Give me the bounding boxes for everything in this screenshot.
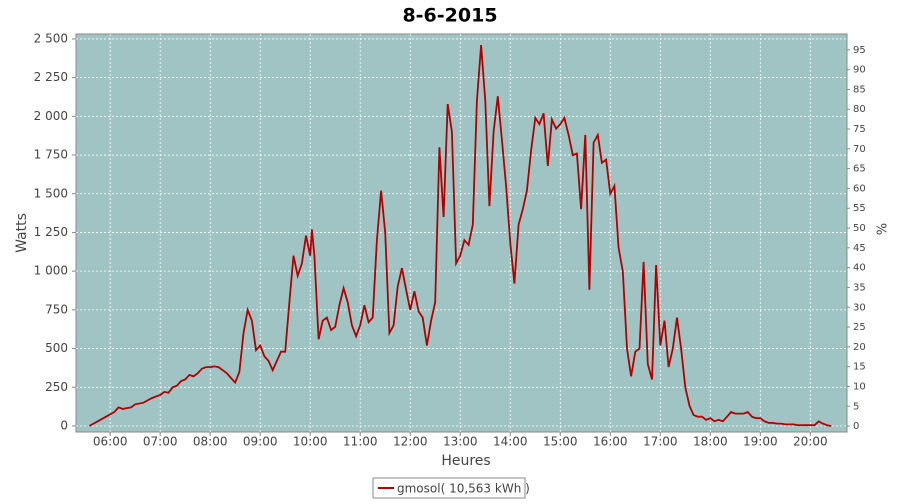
y2-tick-label: 5 bbox=[853, 401, 859, 412]
x-tick-label: 18:00 bbox=[693, 435, 728, 449]
x-tick-label: 06:00 bbox=[93, 435, 128, 449]
y2-tick-label: 80 bbox=[853, 104, 866, 115]
y-tick-label: 500 bbox=[45, 341, 68, 355]
y-tick-label: 2 500 bbox=[34, 31, 68, 45]
y2-tick-label: 75 bbox=[853, 124, 866, 135]
x-axis-label: Heures bbox=[441, 453, 490, 469]
x-tick-label: 19:00 bbox=[743, 435, 778, 449]
x-tick-label: 20:00 bbox=[793, 435, 828, 449]
y2-tick-label: 10 bbox=[853, 381, 866, 392]
y2-tick-label: 45 bbox=[853, 243, 866, 254]
x-tick-label: 12:00 bbox=[393, 435, 428, 449]
x-tick-label: 13:00 bbox=[443, 435, 478, 449]
x-tick-label: 08:00 bbox=[193, 435, 228, 449]
y-tick-label: 2 250 bbox=[34, 70, 68, 84]
y2-tick-label: 70 bbox=[853, 144, 866, 155]
y2-axis-label: % bbox=[873, 223, 888, 235]
y-axis-label: Watts bbox=[14, 213, 30, 253]
x-tick-label: 09:00 bbox=[243, 435, 278, 449]
y2-tick-label: 25 bbox=[853, 322, 866, 333]
y2-tick-label: 90 bbox=[853, 65, 866, 76]
y-tick-label: 1 250 bbox=[34, 225, 68, 239]
y2-tick-label: 30 bbox=[853, 302, 866, 313]
y2-tick-label: 95 bbox=[853, 45, 866, 56]
y2-tick-label: 15 bbox=[853, 362, 866, 373]
y2-tick-label: 60 bbox=[853, 183, 866, 194]
y-tick-label: 250 bbox=[45, 380, 68, 394]
y-tick-label: 0 bbox=[60, 418, 68, 432]
legend-label: gmosol( 10,563 kWh ) bbox=[397, 482, 530, 496]
x-tick-label: 17:00 bbox=[643, 435, 678, 449]
y2-tick-label: 85 bbox=[853, 84, 866, 95]
y2-tick-label: 55 bbox=[853, 203, 866, 214]
y-tick-label: 1 500 bbox=[34, 186, 68, 200]
y-tick-label: 1 000 bbox=[34, 264, 68, 278]
legend: gmosol( 10,563 kWh ) bbox=[372, 477, 530, 499]
y2-tick-label: 65 bbox=[853, 164, 866, 175]
y2-tick-label: 40 bbox=[853, 263, 866, 274]
y-tick-label: 2 000 bbox=[34, 109, 68, 123]
line-series bbox=[88, 45, 832, 427]
y-tick-label: 1 750 bbox=[34, 148, 68, 162]
x-tick-label: 15:00 bbox=[543, 435, 578, 449]
y2-tick-label: 0 bbox=[853, 421, 859, 432]
y-tick-label: 750 bbox=[45, 302, 68, 316]
chart-title: 8-6-2015 bbox=[402, 5, 497, 27]
y2-tick-label: 50 bbox=[853, 223, 866, 234]
plot-area bbox=[75, 33, 848, 433]
x-tick-label: 07:00 bbox=[143, 435, 178, 449]
y2-tick-label: 35 bbox=[853, 282, 866, 293]
x-tick-label: 11:00 bbox=[343, 435, 378, 449]
legend-box bbox=[372, 477, 526, 499]
x-tick-label: 16:00 bbox=[593, 435, 628, 449]
y2-tick-label: 20 bbox=[853, 342, 866, 353]
x-tick-label: 14:00 bbox=[493, 435, 528, 449]
x-tick-label: 10:00 bbox=[293, 435, 328, 449]
